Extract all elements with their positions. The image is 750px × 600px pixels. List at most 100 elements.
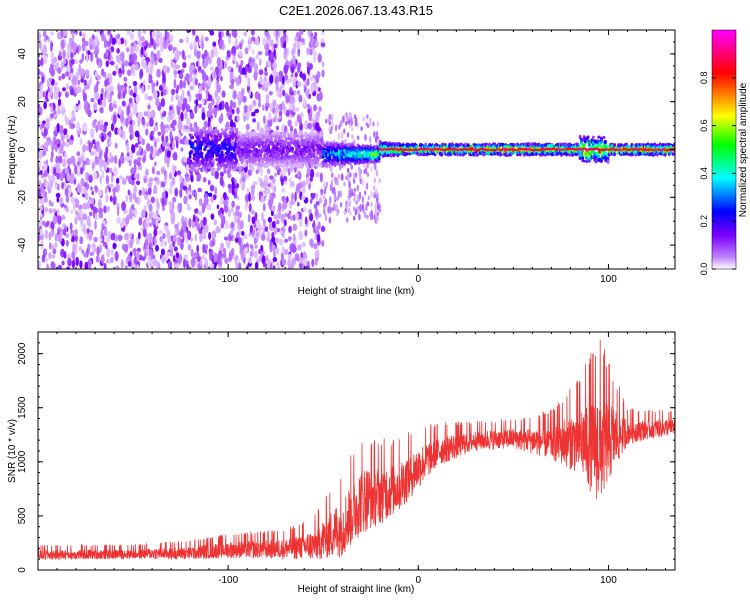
spectrogram-cell [137,30,142,39]
spectrogram-cell [214,48,218,57]
spectrogram-cell [194,208,199,214]
spectrogram-cell [176,106,181,116]
spectrogram-cell [370,191,373,197]
spectrogram-cell [325,162,329,167]
spectrogram-cell [79,59,83,65]
spectrogram-cell [207,179,211,186]
spectrogram-cell [181,102,186,112]
spectrogram-cell [239,42,243,50]
spectrogram-cell [181,94,184,100]
spectrogram-cell [165,141,170,148]
spectrogram-cell [179,79,183,89]
spectrogram-cell [242,95,247,103]
spectrogram-cell [294,191,297,202]
spectrogram-cell [239,219,244,230]
spectrogram-cell [272,107,276,114]
spectrogram-cell [297,244,302,251]
spectrogram-cell [260,148,264,153]
spectrogram-cell [333,202,336,210]
spectrogram-cell [211,163,215,167]
spectrogram-cell [58,91,61,99]
spectrogram-cell [133,85,138,95]
spectrogram-cell [321,140,325,145]
spectrogram-cell [234,187,238,193]
spectrogram-cell [76,121,80,132]
spectrogram-cell [202,216,207,226]
spectrogram-cell [57,155,63,164]
spectrogram-cell [78,204,83,211]
spectrogram-cell [147,182,153,188]
spectrogram-cell [220,30,224,38]
spectrogram-cell [283,175,288,182]
spectrogram-cell [464,143,468,147]
spectrogram-cell [193,121,198,128]
spectrogram-cell [290,181,295,188]
spectrogram-cell [172,196,177,203]
spectrogram-cell [373,185,376,190]
spectrogram-cell [138,145,142,153]
spectrogram-cell [110,123,115,132]
spectrogram-cell [47,174,52,182]
spectrogram-cell [303,97,306,107]
spectrogram-cell [69,88,75,96]
spectrogram-cell [365,122,369,127]
spectrogram-cell [182,156,187,163]
spectrogram-cell [237,217,240,227]
spectrogram-cell [71,235,75,242]
spectrogram-cell [212,168,216,173]
spectrogram-cell [233,216,238,223]
spectrogram-cell [212,41,217,47]
spectrogram-cell [151,82,156,88]
spectrogram-cell [306,103,311,109]
spectrogram-cell [276,156,280,161]
spectrogram-cell [262,180,268,189]
spectrogram-cell [232,101,236,109]
spectrogram-cell [82,160,87,166]
spectrogram-cell [267,183,272,188]
spectrogram-cell [265,156,269,161]
spectrogram-cell [128,207,134,217]
spectrogram-cell [62,52,66,59]
spectrogram-cell [323,189,326,195]
spectrogram-cell [148,72,153,83]
spectrogram-cell [123,243,129,253]
spectrogram-cell [121,201,126,212]
spectrogram-cell [140,46,144,56]
spectrogram-cell [161,112,166,118]
spectrogram-cell [154,161,157,167]
spectrogram-cell [337,150,341,154]
spectrogram-cell [201,112,206,121]
spectrogram-cell [91,197,95,205]
spectrogram-cell [201,204,206,214]
spectrogram-cell [187,230,192,241]
spectrogram-cell [129,239,133,249]
spectrogram-cell [72,32,75,41]
spectrogram-cell [198,228,202,234]
spectrogram-cell [151,55,155,65]
spectrogram-cell [79,31,82,37]
spectrogram-cell [69,139,74,146]
spectrogram-cell [56,32,62,39]
spectrogram-cell [239,243,244,253]
spectrogram-cell [321,155,325,159]
spectrogram-cell [227,208,231,218]
spectrogram-cell [80,68,85,77]
spectrogram-cell [91,190,94,196]
spectrogram-cell [203,147,207,152]
spectrogram-cell [88,142,94,149]
spectrogram-cell [306,77,310,87]
spectrogram-cell [151,30,156,39]
spectrogram-cell [293,163,297,168]
spectrogram-cell [281,164,285,168]
spectrogram-cell [308,93,311,99]
spectrogram-cell [241,138,245,143]
spectrogram-cell [295,212,299,221]
spectrogram-cell [198,131,201,135]
spectrogram-cell [109,61,115,66]
spectrogram-cell [282,200,288,210]
spectrogram-cell [376,211,380,217]
spectrogram-cell [47,138,52,146]
spectrogram-cell [361,203,365,212]
spectrogram-cell [309,177,314,182]
